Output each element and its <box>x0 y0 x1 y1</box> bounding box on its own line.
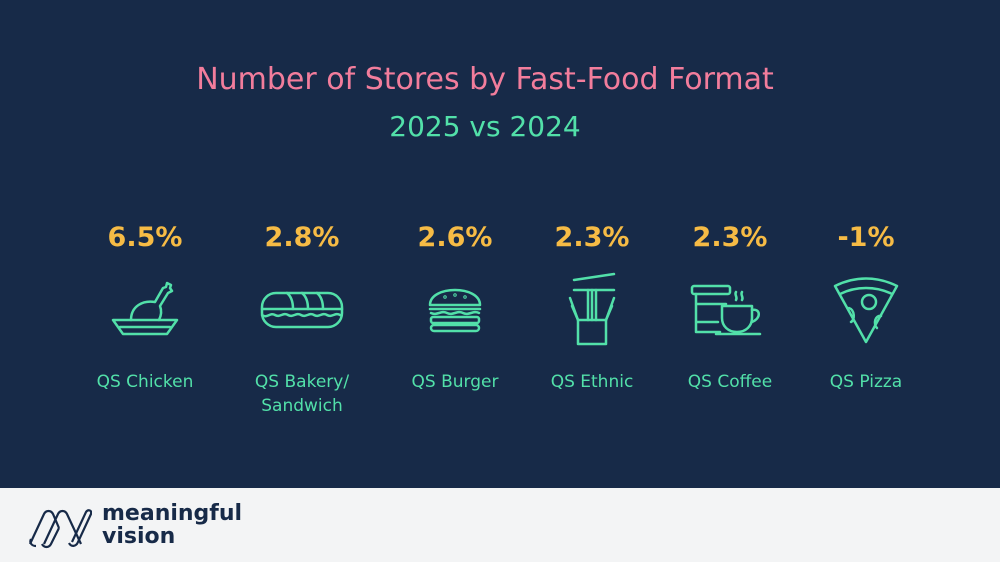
growth-value: 2.3% <box>554 222 630 253</box>
format-ethnic: 2.3% QS Ethnic <box>512 222 672 394</box>
format-label: QS Chicken <box>96 372 194 392</box>
page-subtitle: 2025 vs 2024 <box>389 110 581 143</box>
burger-icon <box>375 260 535 360</box>
growth-value: 6.5% <box>107 222 183 253</box>
growth-value: 2.6% <box>417 222 493 253</box>
brand-name: meaningful vision <box>102 502 242 548</box>
sandwich-icon <box>222 260 382 360</box>
format-bakery-sandwich: 2.8% QS Bakery/ Sandwich <box>222 222 382 418</box>
pizza-icon <box>786 260 946 360</box>
format-label: QS Burger <box>411 372 499 392</box>
format-label: QS Pizza <box>829 372 903 392</box>
meaningful-vision-logo <box>29 509 92 549</box>
growth-value: -1% <box>837 222 895 253</box>
brand-line-1: meaningful <box>102 501 243 526</box>
coffee-icon <box>650 260 810 360</box>
brand-line-2: vision <box>102 524 176 549</box>
growth-value: 2.3% <box>692 222 768 253</box>
noodles-icon <box>512 260 672 360</box>
growth-value: 2.8% <box>264 222 340 253</box>
page-title: Number of Stores by Fast-Food Format <box>196 62 774 97</box>
format-label: QS Coffee <box>687 372 773 392</box>
format-pizza: -1% QS Pizza <box>786 222 946 394</box>
format-label: QS Ethnic <box>550 372 634 392</box>
chicken-icon <box>65 260 225 360</box>
format-burger: 2.6% QS Burger <box>375 222 535 394</box>
format-chicken: 6.5% QS Chicken <box>65 222 225 394</box>
footer: meaningful vision <box>0 488 1000 562</box>
format-coffee: 2.3% QS Coffee <box>650 222 810 394</box>
format-label: QS Bakery/ Sandwich <box>254 372 350 416</box>
